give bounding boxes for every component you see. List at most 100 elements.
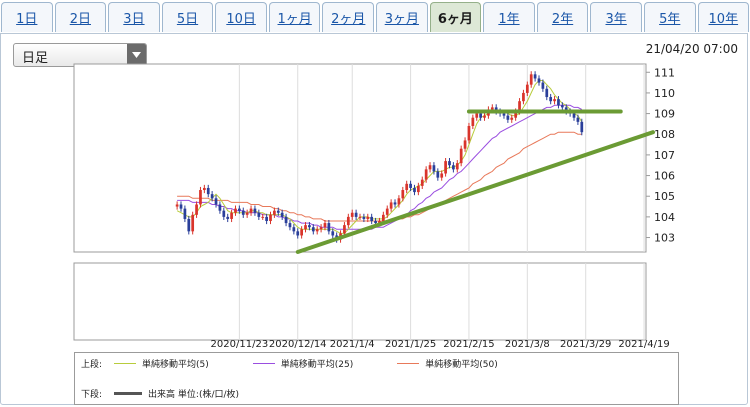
candle-body <box>417 185 420 193</box>
candle-body <box>343 225 346 234</box>
x-tick-label: 2021/1/25 <box>385 339 436 350</box>
candle-body <box>428 165 432 170</box>
tab-9[interactable]: 1年 <box>483 2 535 32</box>
tab-13[interactable]: 10年 <box>697 2 750 32</box>
y-tick-label: 110 <box>654 87 675 100</box>
x-tick-label: 2020/12/14 <box>269 339 327 350</box>
candle-body <box>276 210 280 213</box>
tab-2[interactable]: 3日 <box>108 2 160 32</box>
price-plot-frame <box>73 63 647 253</box>
candle-body <box>206 187 210 195</box>
candle-body <box>222 210 226 217</box>
tab-12[interactable]: 5年 <box>643 2 696 32</box>
tab-5[interactable]: 1ヶ月 <box>268 2 321 32</box>
candle-body <box>409 183 412 188</box>
tab-10[interactable]: 2年 <box>536 2 589 32</box>
legend-lower-label: 下段: <box>81 390 103 400</box>
tab-0[interactable]: 1日 <box>1 2 53 32</box>
legend-ma25-label: 単純移動平均(25) <box>280 360 354 370</box>
candle-body <box>296 231 300 236</box>
legend-volume-swatch <box>114 392 143 395</box>
candle-body <box>459 148 463 164</box>
candle-body <box>202 187 206 191</box>
candle-body <box>265 216 268 222</box>
candle-body <box>331 231 335 236</box>
candle-body <box>557 99 560 106</box>
candle-body <box>346 216 350 226</box>
candle-body <box>444 161 447 174</box>
tab-3[interactable]: 5日 <box>161 2 214 32</box>
candle-body <box>553 99 556 102</box>
candle-body <box>304 225 307 230</box>
y-tick-label: 105 <box>654 190 675 203</box>
candle-body <box>413 187 416 193</box>
candle-body <box>572 113 576 118</box>
candle-body <box>490 107 494 110</box>
candle-body <box>284 216 288 224</box>
candle-body <box>463 140 467 149</box>
candle-body <box>529 74 533 85</box>
tab-6[interactable]: 2ヶ月 <box>322 2 375 32</box>
candle-body <box>483 115 486 118</box>
candle-body <box>210 194 214 199</box>
candle-body <box>580 121 584 133</box>
chevron-down-icon[interactable] <box>127 44 146 66</box>
timestamp: 21/04/20 07:00 <box>645 42 738 56</box>
candle-body <box>354 212 358 217</box>
candle-body <box>514 111 518 118</box>
y-tick-label: 108 <box>654 128 675 141</box>
candle-body <box>241 210 245 215</box>
tab-8[interactable]: 6ヶ月 <box>429 2 482 32</box>
candle-body <box>432 165 436 172</box>
candle-body <box>183 208 187 219</box>
candle-body <box>214 198 218 205</box>
candle-body <box>479 113 482 118</box>
candle-body <box>195 204 198 215</box>
candle-body <box>300 229 303 236</box>
legend-ma50-label: 単純移動平均(50) <box>425 360 498 370</box>
candle-body <box>230 212 233 219</box>
candle-body <box>374 221 377 224</box>
candle-body <box>308 225 311 228</box>
tab-4[interactable]: 10日 <box>215 2 267 32</box>
candle-body <box>385 208 389 215</box>
candle-body <box>199 190 202 205</box>
candle-body <box>175 204 179 207</box>
tab-11[interactable]: 3年 <box>590 2 642 32</box>
legend-ma50-swatch <box>397 363 420 364</box>
candle-body <box>350 212 354 217</box>
candle-body <box>234 208 237 213</box>
candle-body <box>475 113 479 118</box>
candle-body <box>455 163 459 170</box>
candle-body <box>261 216 265 218</box>
candle-body <box>327 223 331 232</box>
legend-upper-label: 上段: <box>81 360 103 370</box>
y-tick-label: 111 <box>654 66 675 79</box>
candle-body <box>257 212 261 217</box>
tab-1[interactable]: 2日 <box>54 2 107 32</box>
candle-body <box>549 97 553 102</box>
candle-body <box>502 113 506 116</box>
y-tick-label: 107 <box>654 149 675 162</box>
candle-body <box>564 107 568 112</box>
candle-body <box>440 173 444 178</box>
candle-body <box>381 214 385 222</box>
candle-body <box>280 212 284 217</box>
y-tick-label: 106 <box>654 170 675 183</box>
candle-body <box>292 227 296 232</box>
candle-body <box>420 179 424 186</box>
legend: 上段: 単純移動平均(5) 単純移動平均(25) 単純移動平均(50) 下段: … <box>74 352 679 405</box>
candle-body <box>179 204 183 209</box>
x-tick-label: 2021/1/4 <box>330 339 375 350</box>
tab-7[interactable]: 3ヶ月 <box>376 2 428 32</box>
candle-body <box>424 169 428 180</box>
x-tick-label: 2021/4/19 <box>618 339 669 350</box>
candle-body <box>471 117 475 126</box>
candle-body <box>323 223 327 228</box>
candle-body <box>522 92 525 102</box>
candle-body <box>191 214 195 232</box>
x-tick-label: 2021/3/29 <box>560 339 611 350</box>
x-tick-label: 2021/3/8 <box>505 339 550 350</box>
candle-body <box>533 74 537 79</box>
